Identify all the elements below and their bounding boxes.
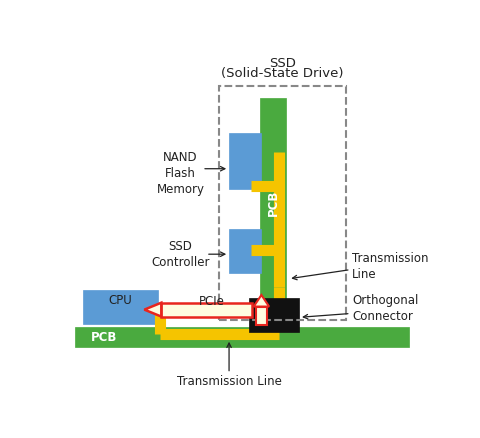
Text: Transmission Line: Transmission Line	[177, 374, 281, 387]
Bar	[83, 291, 158, 325]
Text: Transmission
Line: Transmission Line	[352, 252, 429, 281]
Bar	[229, 229, 262, 274]
Text: CPU: CPU	[108, 294, 132, 307]
Text: PCIe: PCIe	[198, 295, 224, 307]
Text: Orthogonal
Connector: Orthogonal Connector	[352, 293, 419, 322]
Bar	[260, 99, 286, 331]
Polygon shape	[144, 303, 161, 317]
Text: SSD
Controller: SSD Controller	[151, 239, 210, 268]
Text: NAND
Flash
Memory: NAND Flash Memory	[156, 151, 204, 196]
Text: (Solid-State Drive): (Solid-State Drive)	[221, 67, 344, 79]
Text: PCB: PCB	[267, 189, 280, 215]
Text: SSD: SSD	[269, 57, 296, 69]
Bar	[249, 298, 299, 332]
Bar	[75, 328, 409, 348]
Bar	[256, 307, 267, 325]
Bar	[161, 303, 252, 317]
Text: PCB: PCB	[90, 330, 117, 343]
Bar	[219, 87, 346, 320]
Polygon shape	[254, 295, 269, 307]
Bar	[229, 133, 262, 189]
